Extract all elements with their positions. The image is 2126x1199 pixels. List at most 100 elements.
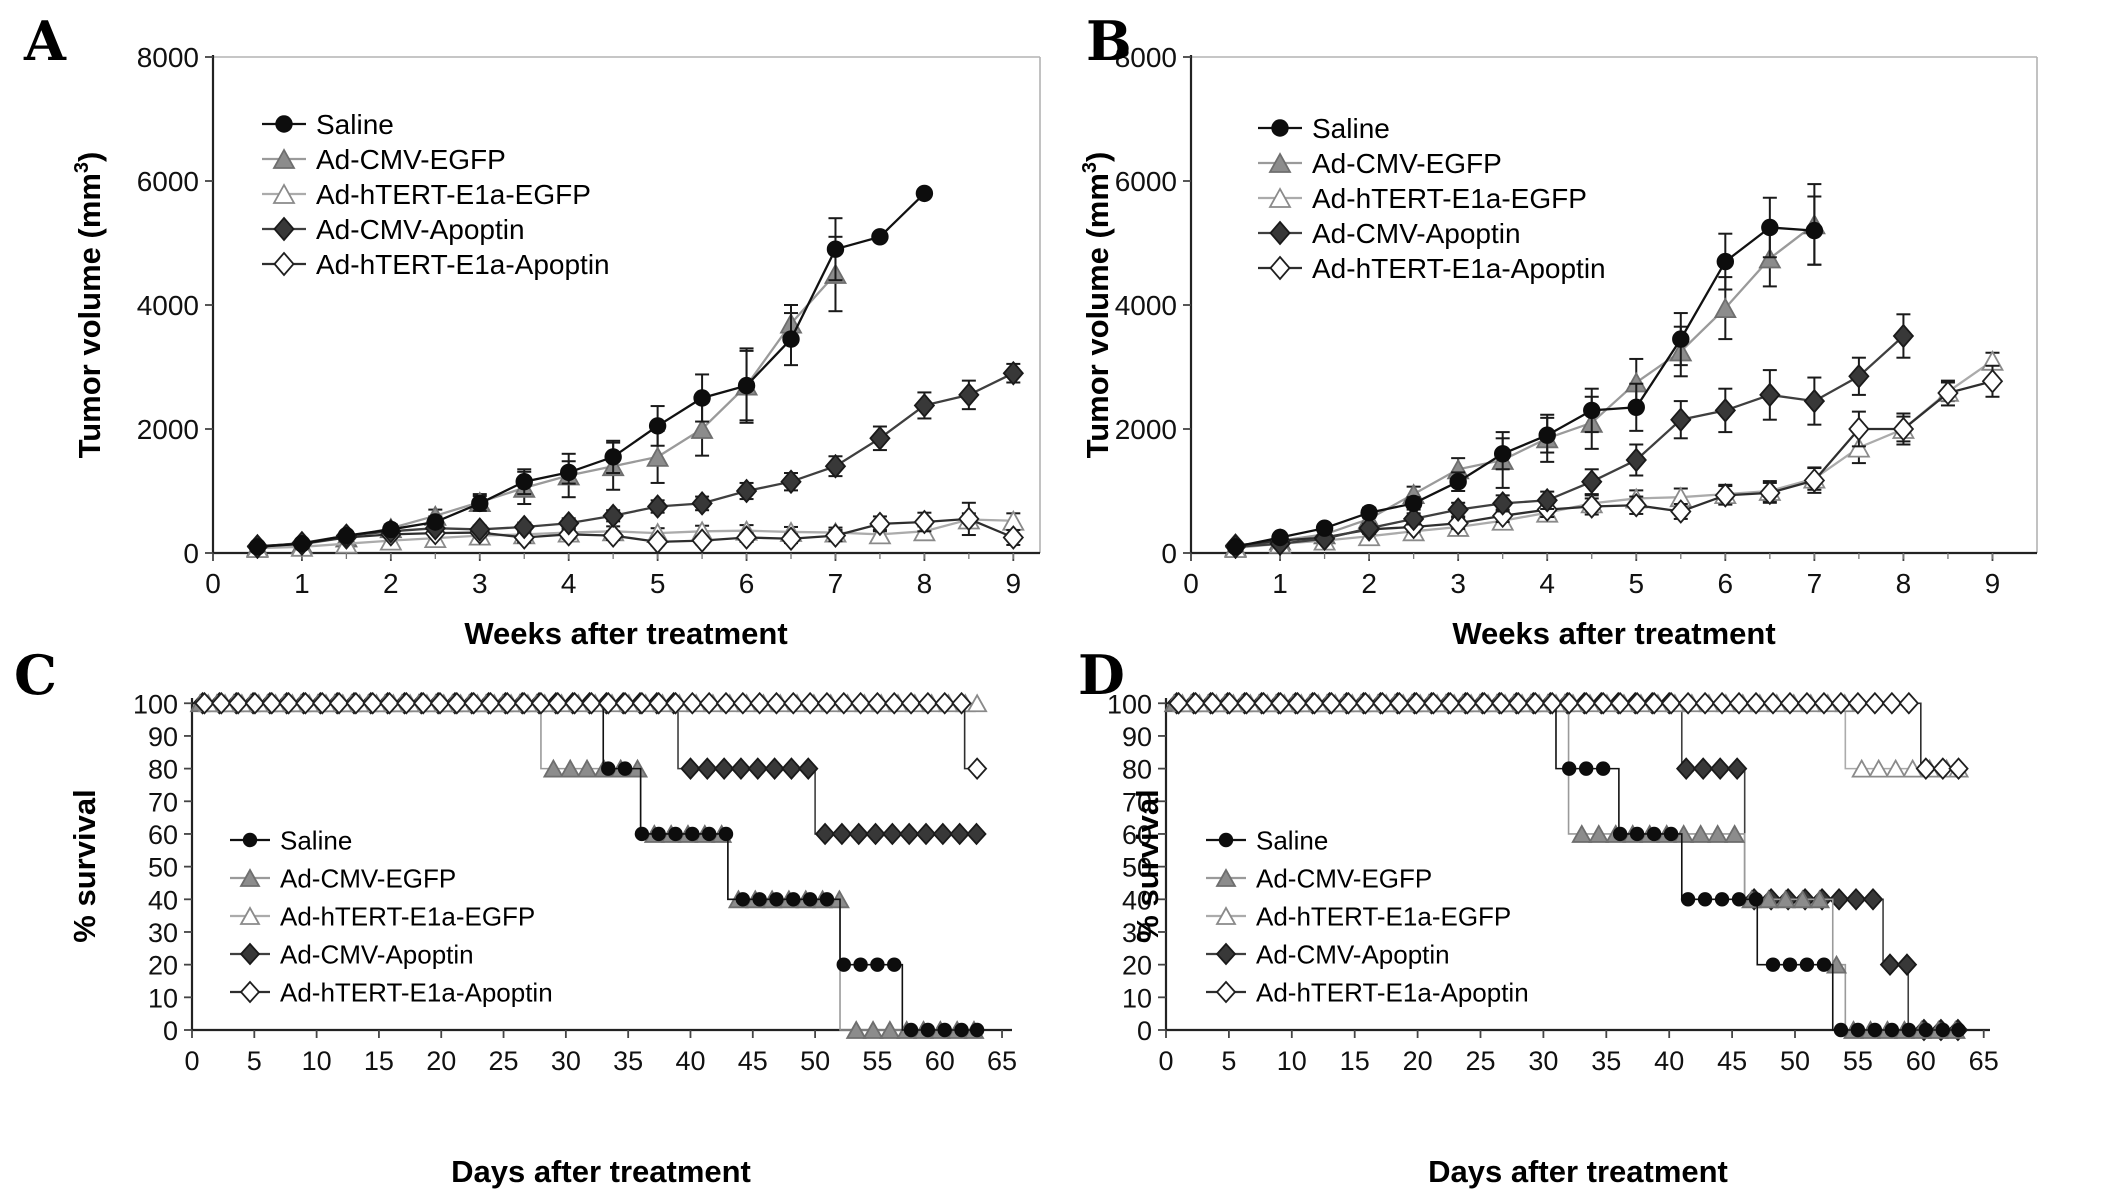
y-tick-label: 30 <box>148 918 178 948</box>
legend-label: Saline <box>1256 825 1328 855</box>
legend-label: Ad-hTERT-E1a-Apoptin <box>1312 253 1606 284</box>
x-tick-label: 3 <box>1450 568 1466 599</box>
x-tick-label: 60 <box>1906 1046 1936 1076</box>
legend-label: Saline <box>316 109 394 140</box>
y-axis-title-B: Tumor volume (mm3) <box>1079 152 1115 459</box>
x-tick-label: 65 <box>1969 1046 1999 1076</box>
x-tick-label: 40 <box>675 1046 705 1076</box>
y-tick-label: 100 <box>1107 689 1152 719</box>
legend-label: Ad-hTERT-E1a-EGFP <box>316 179 591 210</box>
legend-label: Ad-hTERT-E1a-EGFP <box>1256 901 1511 931</box>
x-tick-label: 6 <box>1718 568 1734 599</box>
x-tick-label: 6 <box>739 568 755 599</box>
legend-label: Ad-CMV-Apoptin <box>316 214 525 245</box>
x-tick-label: 7 <box>1807 568 1823 599</box>
x-tick-label: 1 <box>1272 568 1288 599</box>
x-tick-label: 5 <box>1628 568 1644 599</box>
y-tick-label: 10 <box>1122 983 1152 1013</box>
y-tick-label: 50 <box>1122 853 1152 883</box>
legend-label: Ad-CMV-Apoptin <box>1256 939 1450 969</box>
series-ad-htert-e1a-egfp <box>1224 349 2004 558</box>
x-tick-label: 65 <box>987 1046 1017 1076</box>
legend-label: Saline <box>280 825 352 855</box>
x-tick-label: 45 <box>738 1046 768 1076</box>
x-tick-label: 0 <box>184 1046 199 1076</box>
x-tick-label: 15 <box>364 1046 394 1076</box>
panel-a: 0 2000 4000 6000 8000 0 1 2 3 4 5 6 7 8 9 Weeks after t… <box>71 42 1041 651</box>
legend-A: Saline Ad-CMV-EGFP Ad-hTERT-E1a-EGFP Ad-CMV… <box>262 109 610 280</box>
y-axis-title-C: % survival <box>67 789 102 942</box>
x-tick-label: 4 <box>561 568 577 599</box>
x-tick-label: 2 <box>1361 568 1377 599</box>
x-tick-label: 45 <box>1717 1046 1747 1076</box>
x-tick-label: 0 <box>1158 1046 1173 1076</box>
legend-label: Ad-hTERT-E1a-EGFP <box>1312 183 1587 214</box>
x-tick-label: 0 <box>205 568 221 599</box>
y-tick-label: 40 <box>148 885 178 915</box>
x-tick-label: 7 <box>828 568 844 599</box>
y-tick-label: 0 <box>1161 538 1177 569</box>
series-saline <box>1226 195 1824 556</box>
y-tick-label: 8000 <box>137 42 199 73</box>
y-tick-label: 60 <box>148 820 178 850</box>
panel-b-label: B <box>1086 9 1132 73</box>
y-tick-label: 80 <box>148 755 178 785</box>
y-tick-label: 90 <box>148 722 178 752</box>
y-axis-title-D: % survival <box>1130 789 1165 942</box>
series-saline <box>248 184 934 556</box>
y-tick-label: 10 <box>148 983 178 1013</box>
panel-a-label: A <box>24 9 66 73</box>
y-tick-label: 0 <box>183 538 199 569</box>
x-axis-title-D: Days after treatment <box>1428 1154 1728 1189</box>
panel-c-label: C <box>14 643 57 707</box>
x-tick-label: 0 <box>1183 568 1199 599</box>
x-tick-label: 30 <box>551 1046 581 1076</box>
x-axis-title-B: Weeks after treatment <box>1452 616 1775 651</box>
legend-label: Ad-CMV-Apoptin <box>280 939 474 969</box>
x-tick-label: 10 <box>1277 1046 1307 1076</box>
legend-label: Ad-hTERT-E1a-Apoptin <box>316 249 610 280</box>
y-tick-label: 2000 <box>137 414 199 445</box>
legend-label: Ad-CMV-EGFP <box>280 863 456 893</box>
x-tick-label: 4 <box>1539 568 1555 599</box>
x-tick-label: 5 <box>1221 1046 1236 1076</box>
legend-label: Ad-CMV-Apoptin <box>1312 218 1521 249</box>
y-axis-title-A: Tumor volume (mm3) <box>71 152 107 459</box>
x-tick-label: 60 <box>925 1046 955 1076</box>
y-tick-label: 30 <box>1122 918 1152 948</box>
y-tick-label: 2000 <box>1115 414 1177 445</box>
x-tick-label: 50 <box>800 1046 830 1076</box>
x-tick-label: 2 <box>383 568 399 599</box>
y-tick-label: 6000 <box>137 166 199 197</box>
legend-label: Ad-hTERT-E1a-EGFP <box>280 901 535 931</box>
y-tick-label: 0 <box>163 1016 178 1046</box>
x-tick-label: 8 <box>917 568 933 599</box>
x-tick-label: 5 <box>247 1046 262 1076</box>
x-tick-label: 50 <box>1780 1046 1810 1076</box>
legend-label: Ad-CMV-EGFP <box>1256 863 1432 893</box>
y-tick-label: 8000 <box>1115 42 1177 73</box>
legend-label: Ad-hTERT-E1a-Apoptin <box>1256 977 1529 1007</box>
legend-label: Ad-CMV-EGFP <box>1312 148 1502 179</box>
y-tick-label: 40 <box>1122 885 1152 915</box>
x-tick-label: 55 <box>862 1046 892 1076</box>
legend-label: Ad-CMV-EGFP <box>316 144 506 175</box>
x-tick-label: 30 <box>1528 1046 1558 1076</box>
legend-D: Saline Ad-CMV-EGFP Ad-hTERT-E1a-EGFP Ad-CMV… <box>1206 825 1529 1007</box>
panel-d-label: D <box>1078 643 1125 707</box>
x-tick-label: 5 <box>650 568 666 599</box>
series-ad-cmv-egfp <box>245 235 848 557</box>
x-tick-label: 55 <box>1843 1046 1873 1076</box>
y-tick-label: 0 <box>1137 1016 1152 1046</box>
series-ad-htert-e1a-apoptin <box>1168 691 1969 780</box>
legend-label: Saline <box>1312 113 1390 144</box>
panel-b: 0 2000 4000 6000 8000 0 1 2 3 4 5 6 7 8 9 Weeks after t… <box>1079 42 2038 651</box>
y-tick-label: 70 <box>148 787 178 817</box>
x-tick-label: 8 <box>1896 568 1912 599</box>
y-tick-label: 100 <box>133 689 178 719</box>
x-tick-label: 9 <box>1006 568 1022 599</box>
